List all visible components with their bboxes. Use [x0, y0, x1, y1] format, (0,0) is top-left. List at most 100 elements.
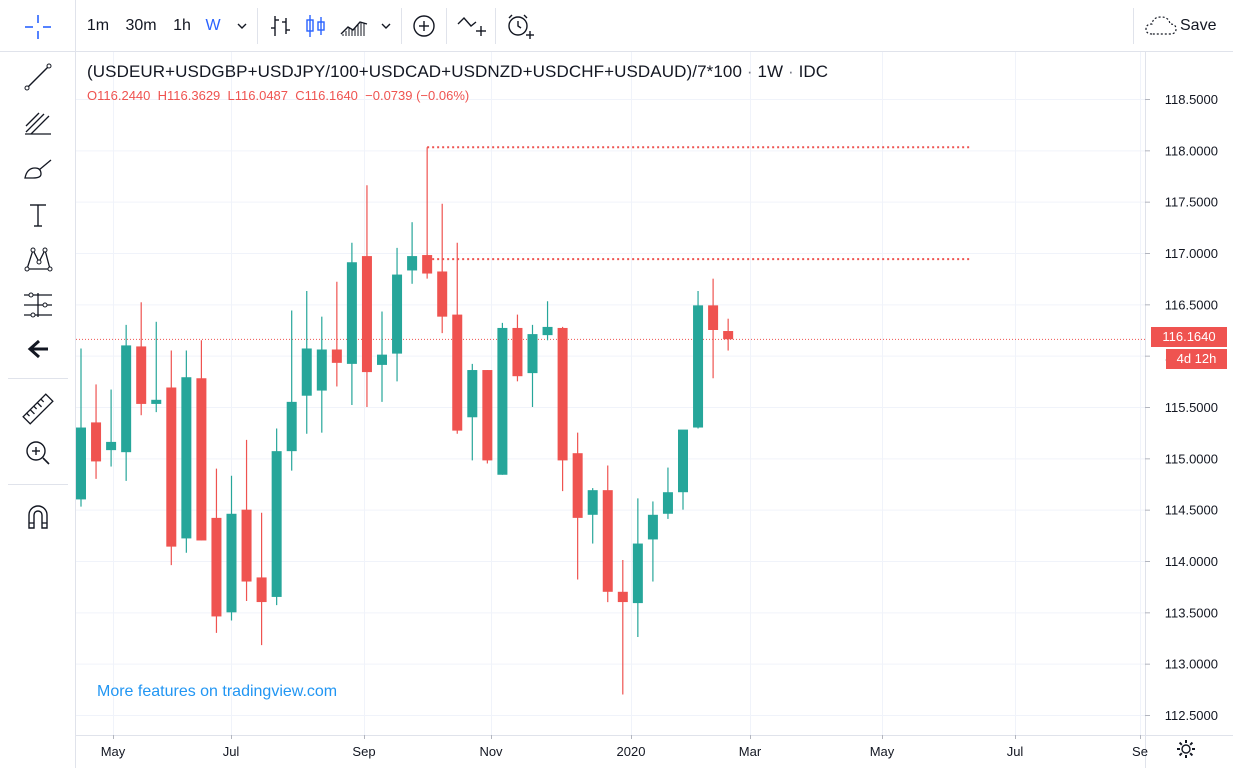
candle-body — [91, 422, 102, 462]
candle-body — [632, 543, 643, 604]
candle — [572, 432, 583, 580]
x-tick-label: Jul — [1007, 744, 1024, 759]
x-tick-label: Sep — [352, 744, 375, 759]
candle-body — [121, 345, 132, 453]
hide-toolbar-button[interactable] — [19, 332, 57, 366]
prediction-tool-button[interactable] — [19, 288, 57, 322]
chevron-down-icon — [237, 23, 247, 29]
candle — [241, 439, 252, 602]
x-tick-label: Jul — [223, 744, 240, 759]
magnet-tool-button[interactable] — [19, 500, 57, 534]
candle-body — [422, 255, 433, 274]
area-chart-type-button[interactable] — [337, 10, 371, 42]
candle-body — [106, 441, 117, 451]
text-icon — [30, 204, 46, 227]
interval-w[interactable]: W — [205, 17, 221, 34]
candle — [723, 318, 734, 351]
open-label: O — [87, 88, 98, 103]
x-tick-label: May — [870, 744, 895, 759]
last-price-label: 116.1640 — [1151, 327, 1227, 347]
candle-body — [723, 331, 734, 340]
fib-tool-button[interactable] — [19, 106, 57, 140]
candle-body — [331, 349, 342, 363]
candle — [422, 147, 433, 279]
x-tick-label: May — [101, 744, 126, 759]
candle-body — [196, 378, 207, 541]
y-tick-label: 117.5000 — [1165, 195, 1218, 210]
y-tick-label: 113.5000 — [1165, 605, 1218, 620]
candle — [467, 363, 478, 461]
interval-1m[interactable]: 1m — [86, 17, 110, 34]
alert-button[interactable] — [503, 10, 537, 42]
y-tick-label: 115.5000 — [1165, 400, 1218, 415]
chart-settings-button[interactable] — [1174, 737, 1198, 761]
trendline-tool-button[interactable] — [19, 60, 57, 94]
brush-tool-button[interactable] — [19, 152, 57, 186]
x-tick-label: Nov — [479, 744, 503, 759]
candle-body — [482, 370, 493, 461]
candle — [527, 324, 538, 407]
candle — [647, 501, 658, 582]
candle-body — [452, 314, 463, 431]
candle — [437, 203, 448, 334]
interval-dropdown-button[interactable] — [228, 10, 256, 42]
candle-body — [678, 429, 688, 493]
symbol-expression: (USDEUR+USDGBP+USDJPY/100+USDCAD+USDNZD+… — [87, 62, 743, 81]
area-chart-icon — [340, 21, 368, 36]
tradingview-link[interactable]: More features on tradingview.com — [97, 683, 338, 700]
crosshair-tool-button[interactable] — [0, 0, 76, 52]
magnet-icon — [28, 505, 48, 529]
candle-body — [211, 517, 222, 617]
candle — [708, 278, 719, 379]
candle-body — [181, 377, 192, 539]
bar-countdown-label: 4d 12h — [1166, 349, 1227, 369]
candle-body — [437, 271, 448, 317]
crosshair-icon — [25, 15, 51, 39]
symbol-title[interactable]: (USDEUR+USDGBP+USDJPY/100+USDCAD+USDNZD+… — [87, 62, 828, 82]
interval-1h[interactable]: 1h — [173, 17, 191, 34]
candle-body — [151, 399, 162, 404]
prediction-icon — [24, 292, 52, 318]
high-label: H — [157, 88, 168, 103]
pattern-icon — [24, 247, 53, 272]
text-tool-button[interactable] — [19, 198, 57, 232]
candle — [346, 242, 357, 405]
candle-body — [708, 305, 719, 330]
time-axis[interactable]: May Jul Sep Nov 2020 Mar May Jul Se — [101, 735, 1148, 759]
candle-body — [76, 427, 86, 500]
chart-legend[interactable]: (USDEUR+USDGBP+USDJPY/100+USDCAD+USDNZD+… — [87, 62, 828, 103]
candle-body — [241, 509, 252, 582]
top-toolbar: 1m 30m 1h W — [0, 0, 1233, 52]
candle-body — [662, 492, 673, 514]
zoom-in-tool-button[interactable] — [19, 436, 57, 470]
chart-type-dropdown-button[interactable] — [372, 10, 400, 42]
candle-body — [392, 274, 403, 354]
candles-icon — [306, 15, 325, 37]
candle — [602, 465, 613, 603]
ohlc-values: O116.2440 H116.3629 L116.0487 C116.1640 … — [87, 88, 828, 103]
compare-symbol-button[interactable] — [407, 10, 441, 42]
price-axis[interactable]: 118.5000 118.0000 117.5000 117.0000 116.5000… — [1145, 92, 1218, 723]
legend-interval: 1W — [757, 62, 784, 81]
candle — [452, 242, 463, 434]
indicators-button[interactable] — [455, 10, 489, 42]
candle-chart-type-button[interactable] — [299, 10, 333, 42]
y-tick-label: 118.0000 — [1165, 143, 1218, 158]
bar-chart-type-button[interactable] — [264, 10, 298, 42]
y-tick-label: 113.0000 — [1165, 657, 1218, 672]
fib-icon — [25, 112, 51, 135]
pattern-tool-button[interactable] — [19, 242, 57, 276]
low-label: L — [227, 88, 235, 103]
candle — [678, 429, 688, 510]
interval-30m[interactable]: 30m — [125, 17, 157, 34]
candle-body — [512, 327, 523, 377]
close-value: 116.1640 — [304, 88, 358, 103]
candle — [136, 302, 147, 416]
measure-tool-button[interactable] — [19, 392, 57, 426]
candle — [166, 350, 177, 566]
legend-source: IDC — [798, 62, 829, 81]
candle — [256, 512, 267, 646]
candle — [361, 185, 372, 407]
candle — [662, 467, 673, 519]
